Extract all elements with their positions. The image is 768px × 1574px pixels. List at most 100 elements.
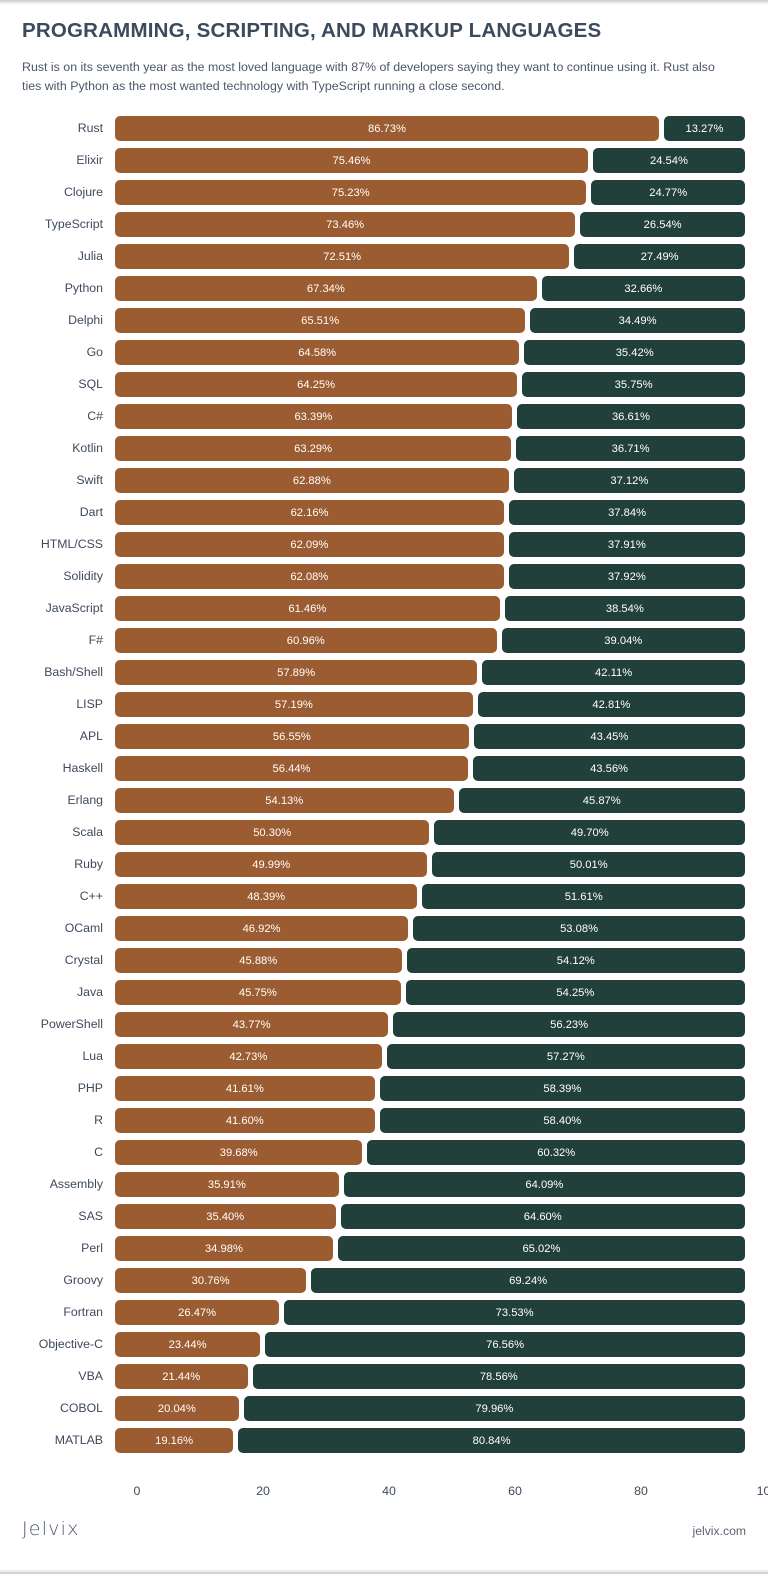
row-bars: 20.04% 79.96%: [115, 1396, 745, 1421]
bar-dreaded: 56.23%: [393, 1012, 745, 1037]
chart-row: Lua 42.73% 57.27%: [0, 1044, 768, 1076]
row-bars: 49.99% 50.01%: [115, 852, 745, 877]
bar-dreaded: 37.84%: [509, 500, 745, 525]
bar-loved: 54.13%: [115, 788, 454, 813]
chart-row: Erlang 54.13% 45.87%: [0, 788, 768, 820]
row-label-rust: Rust: [77, 121, 103, 135]
bar-loved: 64.25%: [115, 372, 518, 397]
row-bars: 23.44% 76.56%: [115, 1332, 745, 1357]
bar-dreaded: 43.56%: [473, 756, 745, 781]
bar-loved: 63.29%: [115, 436, 512, 461]
bar-loved: 73.46%: [115, 212, 576, 237]
row-bars: 45.88% 54.12%: [115, 948, 745, 973]
bar-dreaded: 54.12%: [406, 948, 745, 973]
bar-loved: 41.61%: [115, 1076, 375, 1101]
bar-dreaded: 38.54%: [504, 596, 745, 621]
bar-loved: 43.77%: [115, 1012, 389, 1037]
x-tick-80: 80: [634, 1484, 648, 1498]
chart-row: C 39.68% 60.32%: [0, 1140, 768, 1172]
row-bars: 50.30% 49.70%: [115, 820, 745, 845]
chart-row: VBA 21.44% 78.56%: [0, 1364, 768, 1396]
bar-dreaded: 78.56%: [252, 1364, 745, 1389]
row-label-haskell: Haskell: [62, 761, 103, 775]
bar-loved: 19.16%: [115, 1428, 234, 1453]
chart-row: C++ 48.39% 51.61%: [0, 884, 768, 916]
bar-dreaded: 37.92%: [508, 564, 745, 589]
row-label-clojure: Clojure: [64, 185, 103, 199]
row-label-solidity: Solidity: [63, 569, 103, 583]
chart-row: Ruby 49.99% 50.01%: [0, 852, 768, 884]
x-tick-100: 100: [756, 1484, 768, 1498]
row-bars: 48.39% 51.61%: [115, 884, 745, 909]
bar-dreaded: 69.24%: [311, 1268, 745, 1293]
bar-loved: 34.98%: [115, 1236, 333, 1261]
chart-row: SAS 35.40% 64.60%: [0, 1204, 768, 1236]
row-bars: 26.47% 73.53%: [115, 1300, 745, 1325]
bar-dreaded: 26.54%: [580, 212, 745, 237]
bar-loved: 35.40%: [115, 1204, 336, 1229]
chart-row: APL 56.55% 43.45%: [0, 724, 768, 756]
row-label-go: Go: [86, 345, 103, 359]
row-bars: 30.76% 69.24%: [115, 1268, 745, 1293]
row-label-powershell: PowerShell: [40, 1017, 103, 1031]
bar-loved: 72.51%: [115, 244, 570, 269]
row-bars: 62.88% 37.12%: [115, 468, 745, 493]
chart-row: Swift 62.88% 37.12%: [0, 468, 768, 500]
chart-row: R 41.60% 58.40%: [0, 1108, 768, 1140]
bar-dreaded: 42.11%: [482, 660, 745, 685]
row-label-c: C: [94, 1145, 103, 1159]
bar-loved: 26.47%: [115, 1300, 280, 1325]
row-label-ocaml: OCaml: [64, 921, 103, 935]
bar-dreaded: 50.01%: [432, 852, 745, 877]
chart-row: Go 64.58% 35.42%: [0, 340, 768, 372]
bar-loved: 57.89%: [115, 660, 478, 685]
bar-dreaded: 73.53%: [284, 1300, 745, 1325]
row-bars: 64.25% 35.75%: [115, 372, 745, 397]
bar-dreaded: 43.45%: [473, 724, 745, 749]
bar-loved: 23.44%: [115, 1332, 261, 1357]
chart-row: Assembly 35.91% 64.09%: [0, 1172, 768, 1204]
bar-dreaded: 80.84%: [238, 1428, 745, 1453]
row-bars: 43.77% 56.23%: [115, 1012, 745, 1037]
bar-dreaded: 24.54%: [592, 148, 745, 173]
bar-loved: 21.44%: [115, 1364, 248, 1389]
row-label-fortran: Fortran: [63, 1305, 103, 1319]
row-label-swift: Swift: [76, 473, 103, 487]
bar-loved: 35.91%: [115, 1172, 339, 1197]
bar-loved: 62.09%: [115, 532, 504, 557]
row-bars: 57.19% 42.81%: [115, 692, 745, 717]
row-bars: 41.61% 58.39%: [115, 1076, 745, 1101]
row-bars: 63.29% 36.71%: [115, 436, 745, 461]
bar-loved: 75.23%: [115, 180, 587, 205]
row-label-r: R: [94, 1113, 103, 1127]
row-bars: 19.16% 80.84%: [115, 1428, 745, 1453]
chart-row: Dart 62.16% 37.84%: [0, 500, 768, 532]
row-label-crystal: Crystal: [64, 953, 103, 967]
bar-loved: 20.04%: [115, 1396, 239, 1421]
row-bars: 63.39% 36.61%: [115, 404, 745, 429]
row-bars: 41.60% 58.40%: [115, 1108, 745, 1133]
bar-dreaded: 64.60%: [340, 1204, 745, 1229]
bar-loved: 56.44%: [115, 756, 469, 781]
chart-row: Rust 86.73% 13.27%: [0, 116, 768, 148]
bar-loved: 30.76%: [115, 1268, 307, 1293]
bar-dreaded: 58.40%: [379, 1108, 745, 1133]
chart-row: Java 45.75% 54.25%: [0, 980, 768, 1012]
bar-loved: 41.60%: [115, 1108, 375, 1133]
bar-loved: 56.55%: [115, 724, 469, 749]
bar-loved: 64.58%: [115, 340, 520, 365]
bar-dreaded: 24.77%: [591, 180, 745, 205]
row-bars: 42.73% 57.27%: [115, 1044, 745, 1069]
chart-row: C# 63.39% 36.61%: [0, 404, 768, 436]
chart-row: PHP 41.61% 58.39%: [0, 1076, 768, 1108]
bar-loved: 46.92%: [115, 916, 409, 941]
row-label-bash-shell: Bash/Shell: [44, 665, 103, 679]
row-label-sas: SAS: [78, 1209, 103, 1223]
jelvix-logo: Jelvix: [22, 1518, 80, 1540]
row-bars: 61.46% 38.54%: [115, 596, 745, 621]
chart-row: Crystal 45.88% 54.12%: [0, 948, 768, 980]
bar-loved: 57.19%: [115, 692, 473, 717]
bar-dreaded: 13.27%: [663, 116, 745, 141]
chart-row: Fortran 26.47% 73.53%: [0, 1300, 768, 1332]
bar-dreaded: 37.12%: [513, 468, 745, 493]
